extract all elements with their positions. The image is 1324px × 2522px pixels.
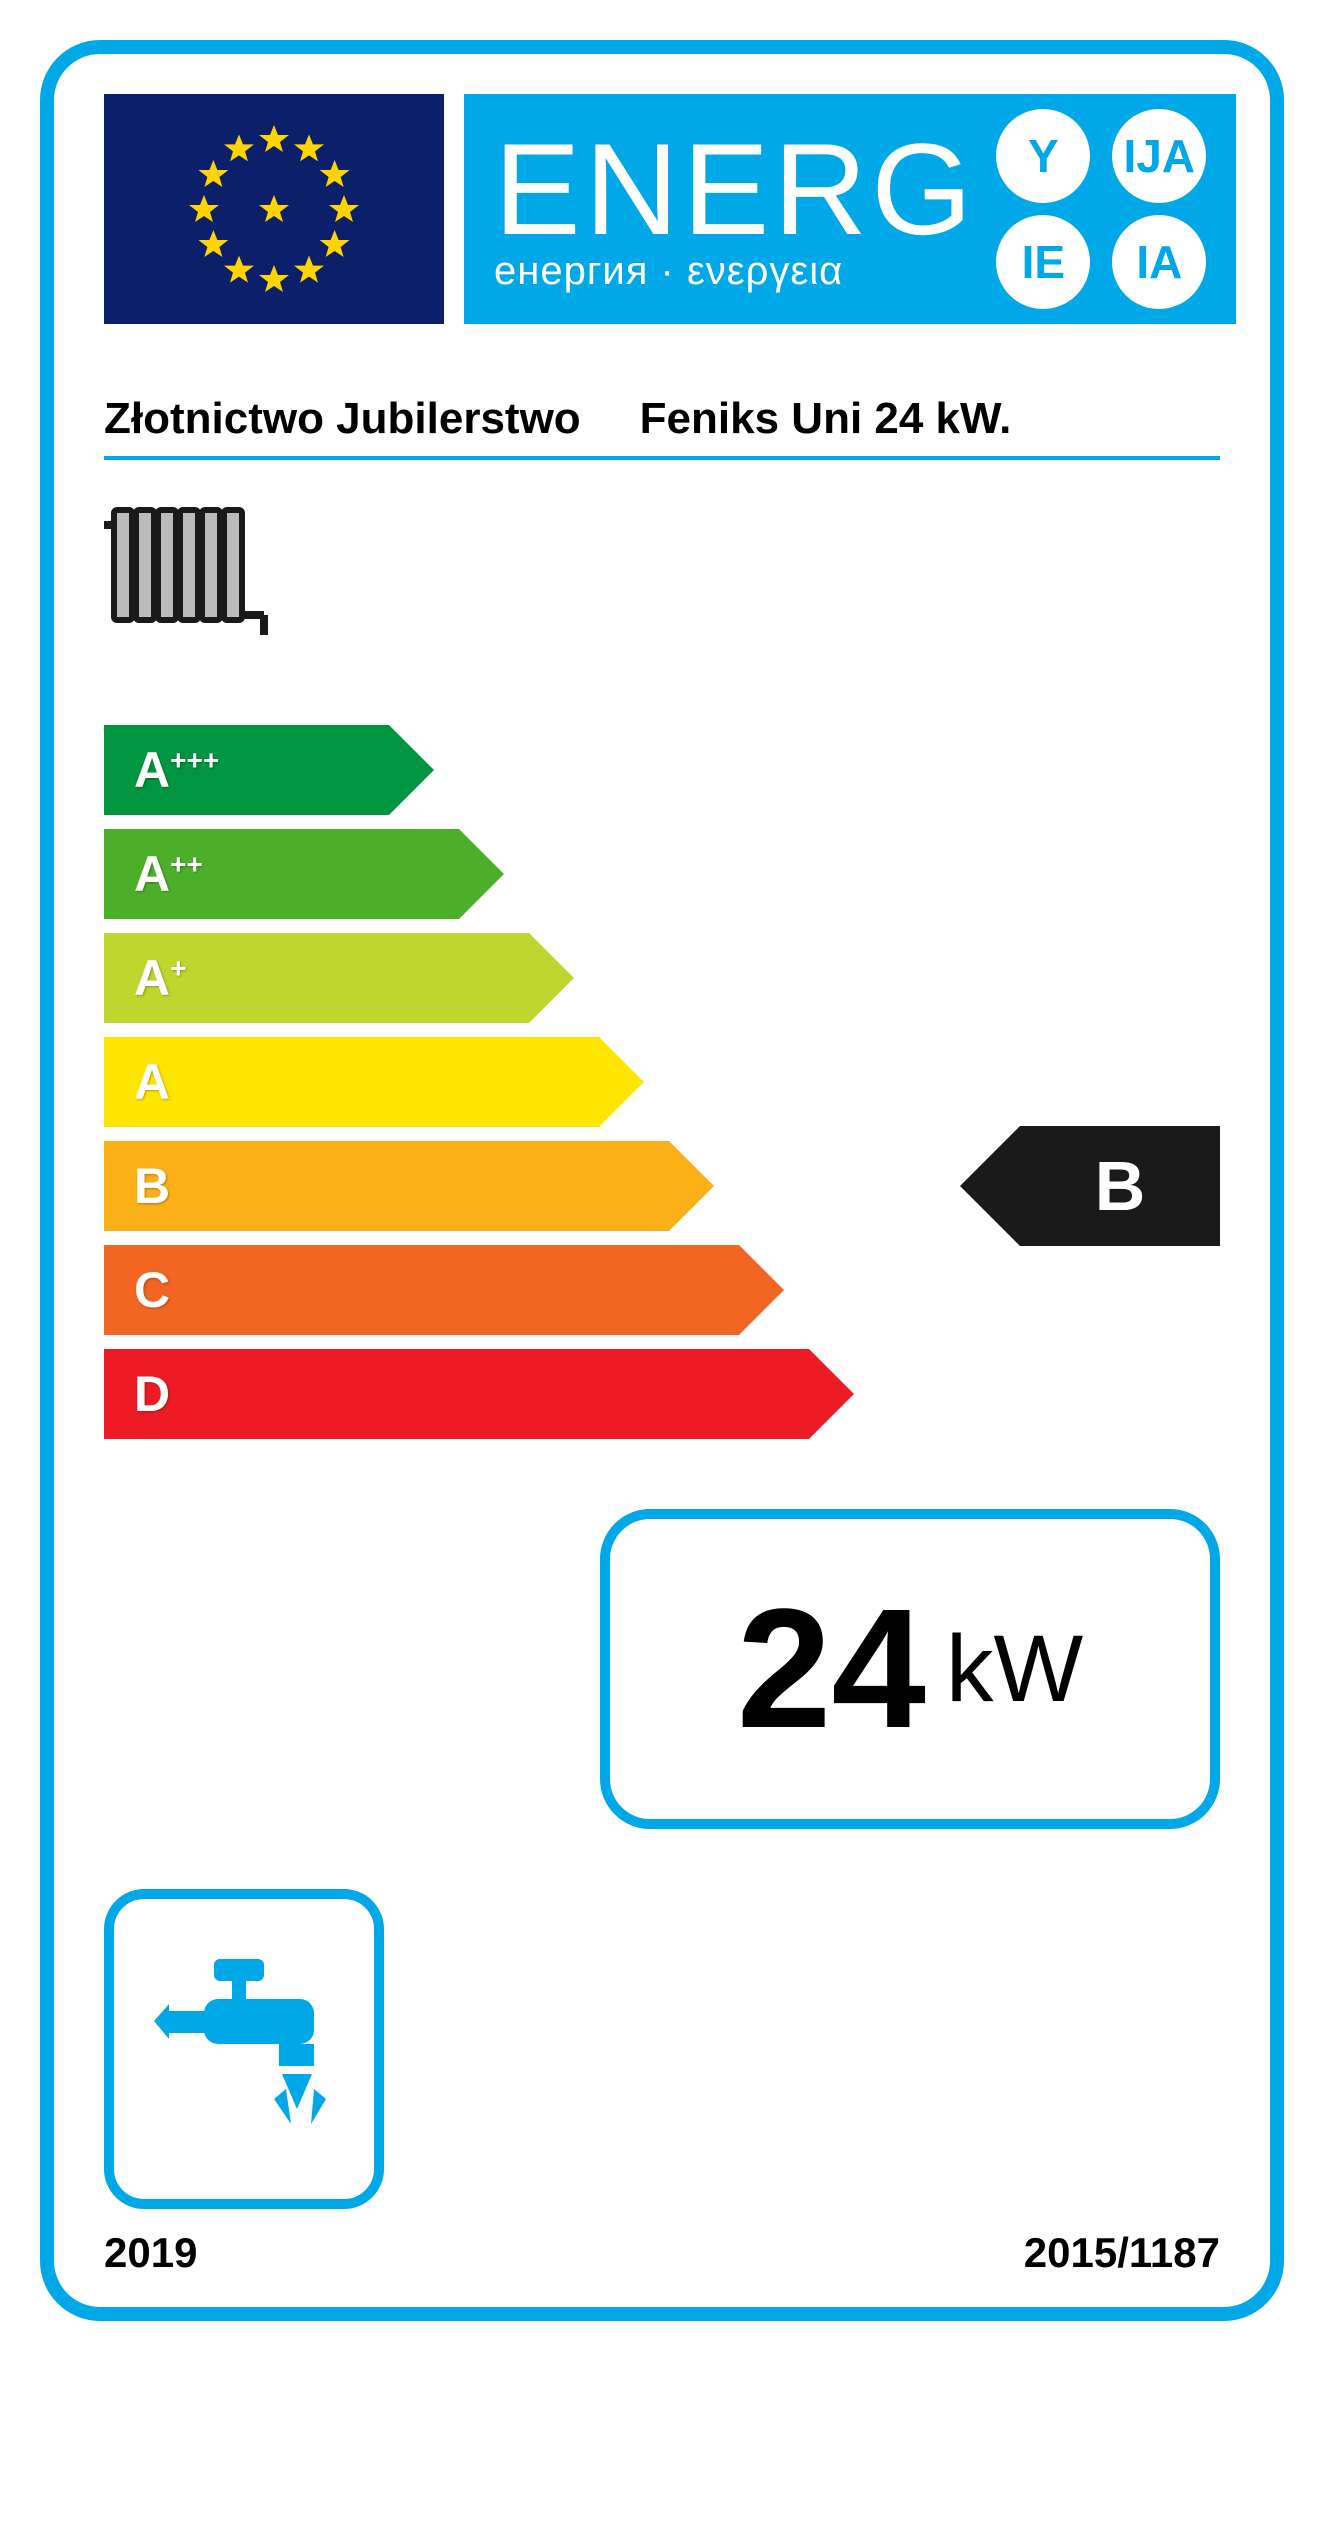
lang-circle: IJA: [1112, 109, 1206, 203]
footer: 2019 2015/1187: [104, 2229, 1220, 2277]
lang-circle: Y: [996, 109, 1090, 203]
language-suffix-circles: Y IJA IE IA: [996, 109, 1216, 309]
power-value: 24: [737, 1571, 926, 1767]
water-function-box: [104, 1889, 384, 2209]
class-arrow: B: [104, 1141, 669, 1231]
radiator-icon: [104, 490, 1220, 645]
class-arrow: C: [104, 1245, 739, 1335]
model: Feniks Uni 24 kW.: [640, 394, 1012, 444]
energy-label: ENERG енергия · ενεργεια Y IJA IE IA Zło…: [40, 40, 1284, 2321]
power-output-box: 24 kW: [600, 1509, 1220, 1829]
class-arrow: A++: [104, 829, 459, 919]
header: ENERG енергия · ενεργεια Y IJA IE IA: [104, 94, 1220, 324]
eu-flag-icon: [104, 94, 444, 324]
power-unit: kW: [946, 1615, 1083, 1724]
class-arrow: A: [104, 1037, 599, 1127]
energy-title-block: ENERG енергия · ενεργεια Y IJA IE IA: [464, 94, 1236, 324]
footer-year: 2019: [104, 2229, 197, 2277]
class-arrow: A+++: [104, 725, 389, 815]
footer-regulation: 2015/1187: [1024, 2229, 1220, 2277]
class-arrow: A+: [104, 933, 529, 1023]
class-arrow: D: [104, 1349, 809, 1439]
lang-circle: IE: [996, 215, 1090, 309]
tap-icon: [154, 1949, 334, 2149]
rating-pointer: B: [960, 1126, 1220, 1246]
product-info: Złotnictwo Jubilerstwo Feniks Uni 24 kW.: [104, 394, 1220, 460]
manufacturer: Złotnictwo Jubilerstwo: [104, 394, 640, 444]
efficiency-scale: A+++A++A+ABCD B: [104, 725, 1220, 1439]
rating-letter: B: [1020, 1126, 1220, 1246]
lang-circle: IA: [1112, 215, 1206, 309]
energy-title: ENERG: [494, 124, 976, 254]
